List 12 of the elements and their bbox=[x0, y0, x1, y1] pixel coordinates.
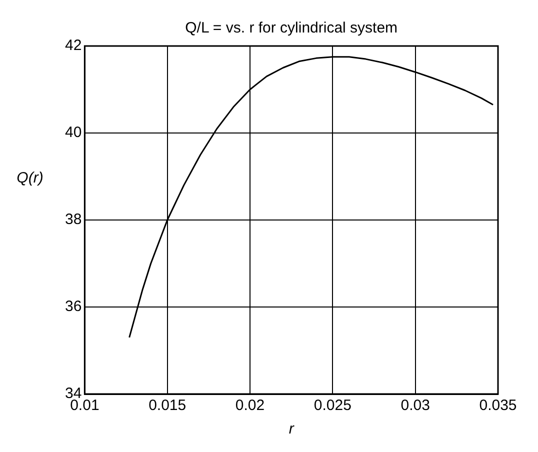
y-tick-label: 40 bbox=[64, 124, 82, 142]
x-tick-label: 0.03 bbox=[400, 397, 430, 414]
x-tick-label: 0.025 bbox=[314, 397, 352, 414]
x-axis-title: r bbox=[288, 420, 295, 438]
x-tick-label: 0.035 bbox=[479, 397, 517, 414]
y-tick-label: 42 bbox=[64, 37, 82, 54]
x-tick-label: 0.015 bbox=[148, 397, 186, 414]
chart-title: Q/L = vs. r for cylindrical system bbox=[185, 20, 398, 37]
y-tick-label: 36 bbox=[64, 298, 82, 316]
y-tick-label: 38 bbox=[64, 211, 82, 228]
x-tick-label: 0.02 bbox=[235, 397, 265, 414]
y-axis-title: Q(r) bbox=[16, 169, 44, 186]
